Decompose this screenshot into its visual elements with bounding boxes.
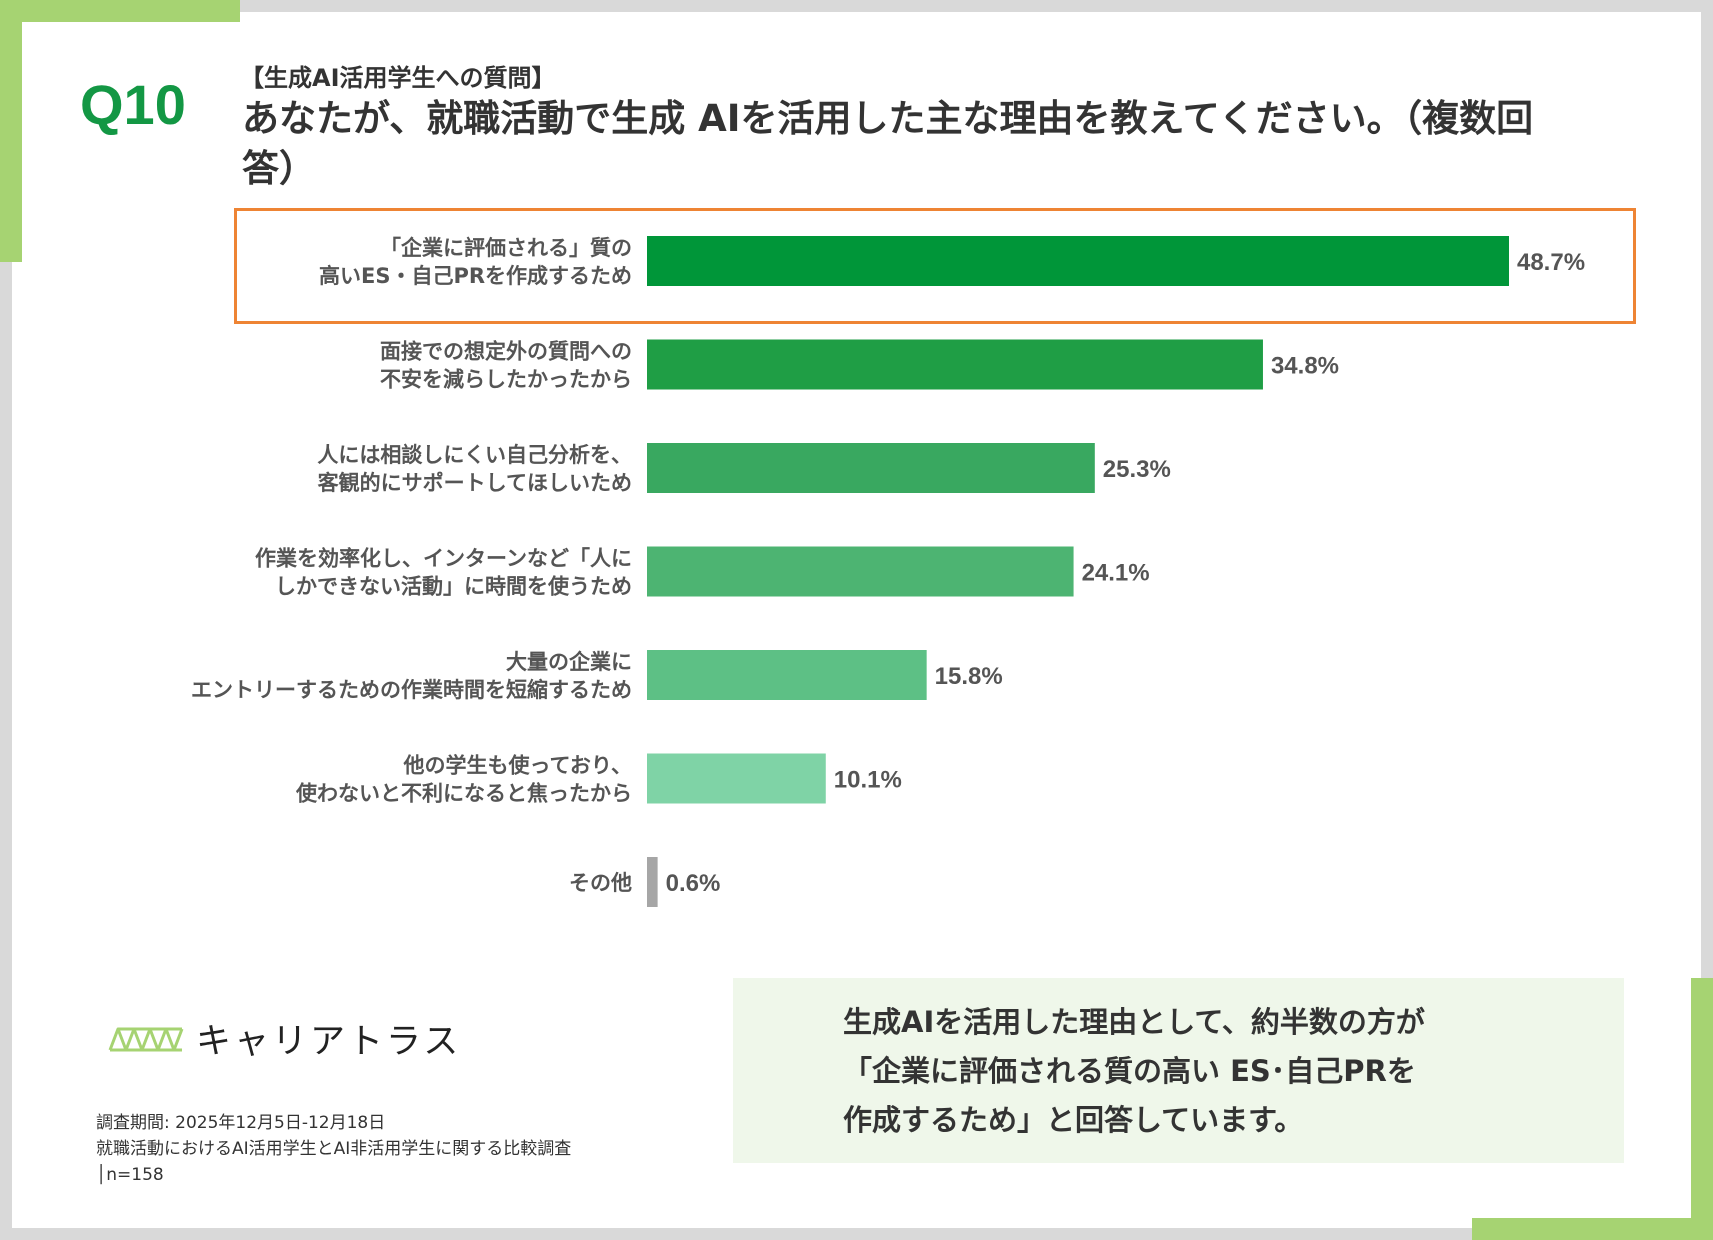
category-label-3-line-1: 人には相談しにくい自己分析を、 [317, 443, 632, 467]
category-label-5-line-1: 大量の企業に [506, 650, 632, 674]
category-label-5-line-2: エントリーするための作業時間を短縮するため [191, 678, 632, 702]
category-label-6-line-1: 他の学生も使っており、 [403, 754, 632, 778]
question-number: Q10 [80, 73, 186, 136]
corner-accent-top-left [0, 0, 240, 22]
corner-accent-right [1691, 978, 1713, 1240]
value-label-6: 10.1% [834, 767, 902, 794]
value-label-4: 24.1% [1082, 560, 1150, 587]
category-label-3-line-2: 客観的にサポートしてほしいため [318, 471, 632, 495]
category-label-2-line-2: 不安を減らしたかったから [380, 368, 632, 392]
value-label-3: 25.3% [1103, 456, 1171, 483]
category-label-7-line-1: その他 [569, 871, 632, 895]
summary-text: 生成AIを活用した理由として、約半数の方が 「企業に評価される質の高い ES･自… [843, 998, 1603, 1145]
question-subtitle: 【生成AI活用学生への質問】 [240, 64, 556, 92]
value-label-2: 34.8% [1271, 353, 1339, 380]
value-label-5: 15.8% [935, 663, 1003, 690]
bar-3 [647, 443, 1095, 493]
corner-accent-bottom-right [1472, 1218, 1713, 1240]
category-label-4-line-2: しかできない活動」に時間を使うため [275, 575, 632, 599]
bar-7 [647, 857, 658, 907]
logo-name: キャリアトラス [196, 1022, 462, 1062]
category-label-1-line-2: 高いES・自己PRを作成するため [319, 264, 632, 288]
question-title: あなたが、就職活動で生成 AIを活用した主な理由を教えてください。（複数回答） [242, 97, 1534, 190]
survey-name: 就職活動におけるAI活用学生とAI非活用学生に関する比較調査 [96, 1139, 572, 1159]
bar-5 [647, 650, 927, 700]
logo-mark-icon [108, 1027, 184, 1051]
category-label-4-line-1: 作業を効率化し、インターンなど「人に [255, 547, 632, 571]
summary-line-3: 作成するため」と回答しています。 [843, 1103, 1304, 1137]
summary-box: 生成AIを活用した理由として、約半数の方が 「企業に評価される質の高い ES･自… [733, 978, 1624, 1163]
survey-period: 調査期間: 2025年12月5日-12月18日 [96, 1113, 386, 1133]
category-label-1-line-1: 「企業に評価される」質の [380, 236, 632, 260]
category-label-2-line-1: 面接での想定外の質問への [380, 340, 632, 364]
summary-line-2: 「企業に評価される質の高い ES･自己PRを [843, 1054, 1416, 1088]
sample-size: │n=158 [96, 1165, 164, 1185]
logo: キャリアトラス [108, 1013, 461, 1064]
category-label-6-line-2: 使わないと不利になると焦ったから [295, 782, 632, 806]
corner-accent-left [0, 0, 22, 262]
bar-2 [647, 339, 1263, 390]
bar-6 [647, 753, 826, 804]
bar-4 [647, 546, 1074, 597]
value-label-7: 0.6% [666, 870, 721, 897]
summary-line-1: 生成AIを活用した理由として、約半数の方が [843, 1005, 1425, 1039]
value-label-1: 48.7% [1517, 249, 1585, 276]
bar-1 [647, 236, 1509, 286]
highlight-box [234, 208, 1636, 324]
footnote: 調査期間: 2025年12月5日-12月18日 就職活動におけるAI活用学生とA… [96, 1110, 736, 1188]
